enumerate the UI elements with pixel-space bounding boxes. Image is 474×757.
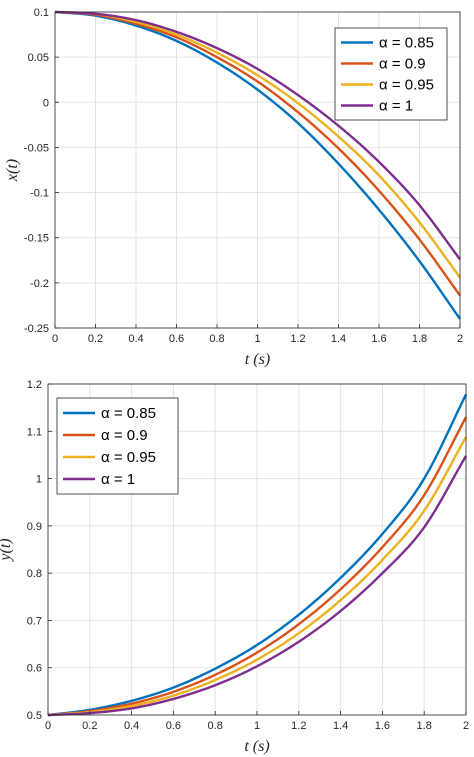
x-axis-label: t (s): [244, 738, 269, 755]
y-tick-label: 1: [36, 474, 42, 486]
x-tick-label: 1.4: [333, 720, 348, 732]
x-tick-label: 0.4: [124, 720, 139, 732]
x-axis-label: t (s): [245, 351, 270, 368]
x-tick-label: 0.2: [88, 333, 103, 345]
x-tick-label: 1.6: [375, 720, 390, 732]
y-tick-label: 0: [43, 97, 49, 109]
y-tick-label: 1.2: [27, 379, 42, 391]
legend-label-3: α = 0.95: [101, 449, 156, 466]
y-tick-label: 0.9: [27, 521, 42, 533]
x-tick-label: 2: [457, 333, 463, 345]
x-tick-label: 0.8: [209, 333, 224, 345]
x-tick-label: 0.8: [208, 720, 223, 732]
x-tick-label: 1.8: [417, 720, 432, 732]
series-line-1: [47, 393, 468, 717]
x-tick-label: 0: [45, 720, 51, 732]
chart-1: 0 0.2 0.4 0.6 0.8 1 1.2 1.4 1.6 1.8 2 -0.25 -0.2 -0.1…: [4, 7, 463, 368]
y-tick-label: -0.25: [24, 323, 49, 335]
chart-2: 0 0.2 0.4 0.6 0.8 1 1.2 1.4 1.6 1.8 2 0.5 0.6 0.7 0.8 0…: [0, 379, 469, 755]
y-tick-label: -0.2: [30, 278, 49, 290]
x-tick-label: 1: [254, 720, 260, 732]
legend: α = 0.85 α = 0.9 α = 0.95 α = 1: [334, 27, 448, 121]
legend-label-4: α = 1: [101, 471, 135, 488]
y-tick-label: 0.1: [34, 7, 49, 19]
legend-label-4: α = 1: [379, 98, 413, 115]
x-tick-label: 1.2: [291, 720, 306, 732]
legend-label-2: α = 0.9: [101, 427, 148, 444]
y-tick-label: 0.5: [27, 710, 42, 722]
x-tick-label: 0: [52, 333, 58, 345]
x-tick-label: 0.4: [128, 333, 143, 345]
x-tick-label: 0.6: [169, 333, 184, 345]
y-axis-label: y(t): [0, 538, 14, 562]
legend: α = 0.85 α = 0.9 α = 0.95 α = 1: [56, 397, 179, 495]
x-tick-label: 0.2: [82, 720, 97, 732]
x-tick-label: 2: [463, 720, 469, 732]
y-tick-label: 0.8: [27, 568, 42, 580]
legend-label-3: α = 0.95: [379, 77, 434, 94]
series-line-1: [54, 10, 461, 320]
legend-label-2: α = 0.9: [379, 56, 426, 73]
series-line-2: [54, 10, 461, 297]
x-tick-label: 1.2: [290, 333, 305, 345]
legend-label-1: α = 0.85: [379, 35, 434, 52]
legend-label-1: α = 0.85: [101, 405, 156, 422]
series-line-4: [47, 455, 468, 717]
x-tick-label: 1.4: [331, 333, 346, 345]
series-line-2: [47, 416, 468, 717]
y-tick-label: 1.1: [27, 426, 42, 438]
y-tick-label: -0.1: [30, 188, 49, 200]
series-line-3: [47, 436, 468, 717]
y-axis-label: x(t): [4, 159, 21, 182]
y-tick-label: 0.6: [27, 663, 42, 675]
x-tick-label: 1: [254, 333, 260, 345]
y-tick-label: 0.7: [27, 615, 42, 627]
x-tick-label: 0.6: [166, 720, 181, 732]
y-tick-label: -0.05: [24, 142, 49, 154]
x-tick-label: 1.8: [412, 333, 427, 345]
x-tick-label: 1.6: [371, 333, 386, 345]
y-tick-label: 0.05: [28, 52, 49, 64]
y-tick-label: -0.15: [24, 233, 49, 245]
series-line-4: [54, 10, 461, 261]
